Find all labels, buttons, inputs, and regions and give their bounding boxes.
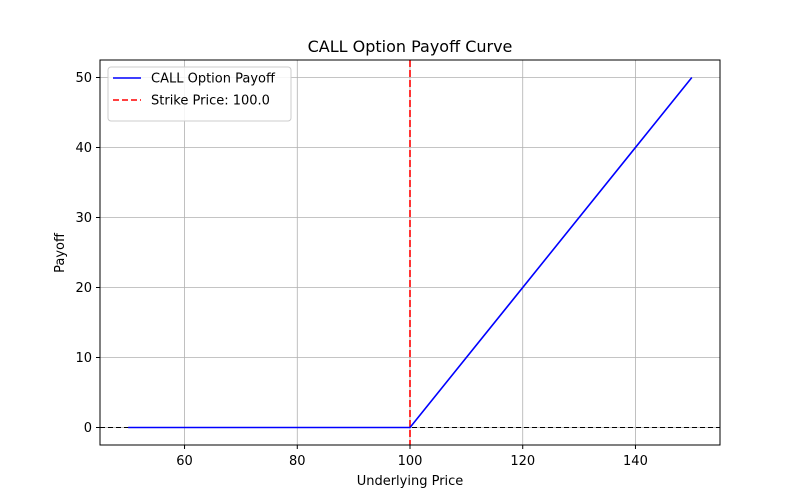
x-tick-label: 120 (510, 454, 535, 469)
ticks: 60 80 100 120 140 0 10 20 30 40 50 (75, 71, 647, 469)
x-axis-label: Underlying Price (357, 474, 464, 489)
x-tick-label: 80 (289, 454, 306, 469)
y-axis-label: Payoff (53, 232, 68, 273)
legend-label: Strike Price: 100.0 (151, 94, 270, 109)
x-tick-label: 100 (398, 454, 423, 469)
x-tick-label: 140 (623, 454, 648, 469)
series-layer (128, 76, 693, 429)
y-tick-label: 40 (75, 141, 92, 156)
chart-title: CALL Option Payoff Curve (308, 37, 513, 56)
y-tick-label: 50 (75, 71, 92, 86)
legend-box (107, 66, 292, 122)
payoff-line (128, 76, 693, 429)
y-tick-label: 20 (75, 281, 92, 296)
reference-lines (100, 60, 720, 445)
legend: CALL Option Payoff Strike Price: 100.0 (107, 66, 292, 122)
legend-label: CALL Option Payoff (151, 72, 276, 87)
y-tick-label: 0 (84, 421, 92, 436)
y-tick-label: 10 (75, 351, 92, 366)
x-tick-label: 60 (176, 454, 193, 469)
y-tick-label: 30 (75, 211, 92, 226)
